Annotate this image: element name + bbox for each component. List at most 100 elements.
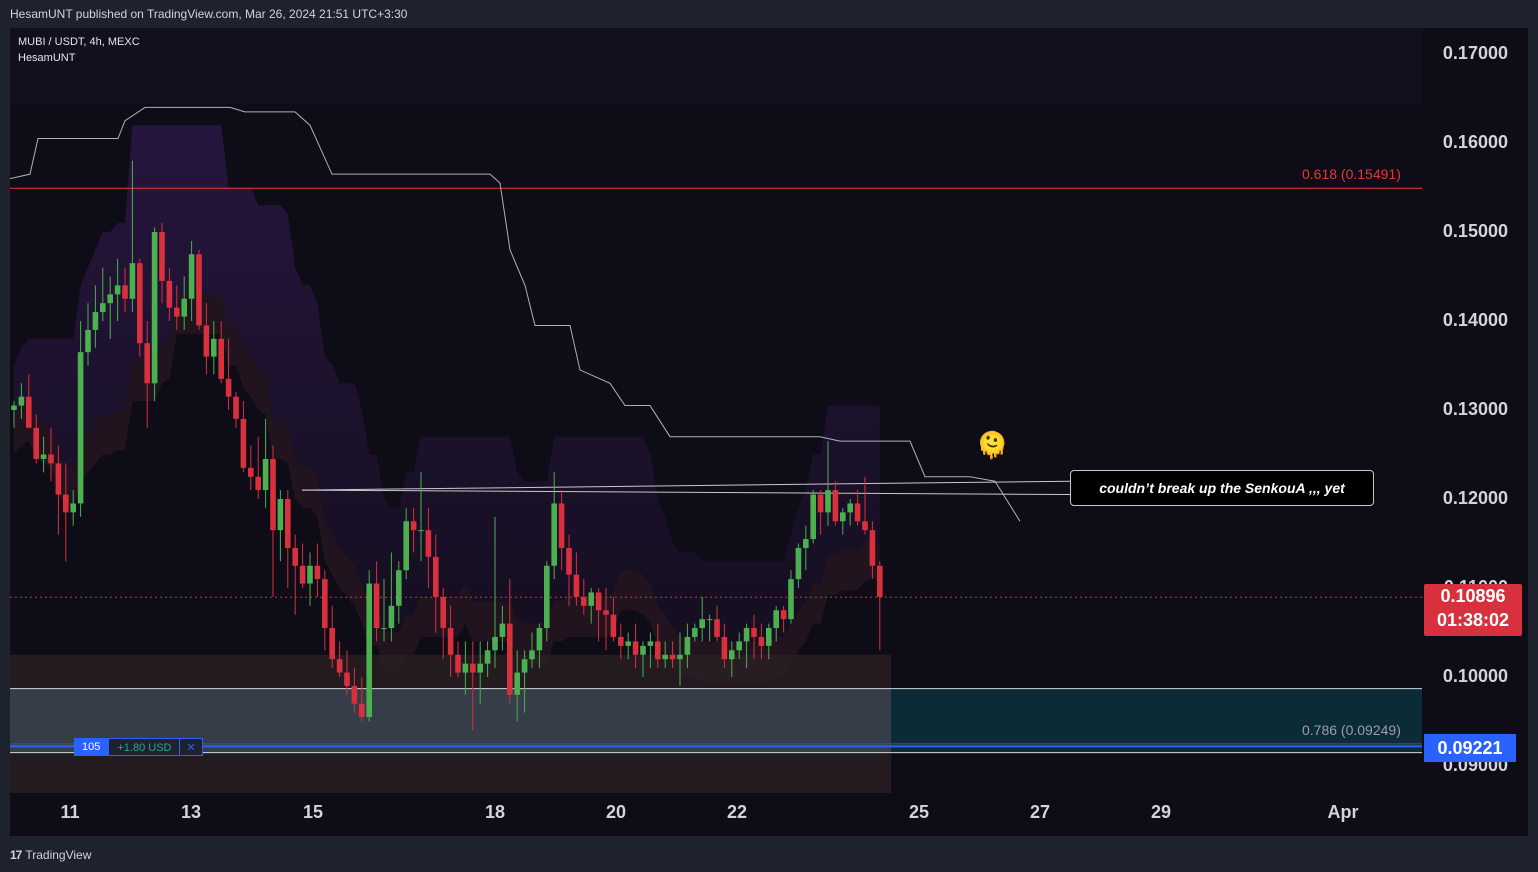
chart-pane[interactable]: MUBI / USDT, 4h, MEXC HesamUNT 0.17000 0.… [10,28,1528,836]
candle-body [677,654,683,660]
candle-body [11,405,17,410]
candle-body [48,454,54,464]
candle-body [100,303,106,313]
candle-body [854,503,861,522]
candle-body [470,663,476,673]
candle-body [203,325,210,357]
author-name: HesamUNT [18,52,76,64]
candle-body [410,521,417,531]
candle-body [255,476,261,491]
candle-body [366,583,372,718]
candle-body [114,285,121,295]
candle-body [151,232,158,384]
footer-bar: 17 TradingView [0,836,1538,872]
candle-body [847,503,853,513]
price-tick-label: 0.17000 [1442,43,1508,63]
candle-body [684,636,691,655]
candle-body [174,307,180,317]
fib-618-label: 0.618 (0.15491) [1302,166,1401,183]
senkou-note[interactable]: couldn’t break up the SenkouA ,,, yet [1070,470,1374,506]
candle-body [181,298,187,317]
candle-body [166,280,173,308]
candle-body [521,659,528,673]
candle-body [817,494,824,513]
last-price: 0.10896 [1440,586,1506,606]
candle-body [462,663,469,673]
position-line-tag[interactable]: 105 +1.80 USD ✕ [74,738,203,756]
candle-body [33,427,39,459]
candle-body [373,583,380,629]
candle-body [440,596,446,629]
candle-body [277,499,284,531]
price-tick-label: 0.13000 [1442,399,1508,419]
candle-body [336,659,343,673]
time-tick-label: 25 [908,802,930,822]
candle-body [529,650,535,660]
candle-body [381,628,387,630]
price-tick-label: 0.10000 [1442,666,1508,686]
candle-body [588,592,594,606]
price-tick-label: 0.14000 [1442,310,1508,330]
candle-body [433,556,439,597]
candle-body [729,650,735,660]
candle-body [795,547,802,580]
candle-body [447,628,454,655]
candle-body [329,628,335,660]
symbol-title: MUBI / USDT, 4h, MEXC [18,36,140,48]
candle-body [344,672,350,686]
candle-body [477,663,483,673]
time-tick-label: 18 [484,802,506,822]
candle-body [492,636,498,651]
candle-body [292,547,298,566]
candle-body [107,294,113,304]
candle-body [862,521,868,531]
candle-body [359,703,365,718]
candle-body [877,565,883,597]
position-price-badge: 0.09221 [1424,734,1516,762]
close-position-icon[interactable]: ✕ [180,738,203,756]
candle-body [536,628,543,651]
publisher-bar: HesamUNT published on TradingView.com, M… [0,0,1538,28]
candle-body [403,521,409,571]
candle-body [425,530,432,557]
candle-body [322,579,328,629]
candle-body [314,565,321,580]
candle-body [655,641,661,660]
candle-body [388,605,395,629]
fib-786-label: 0.786 (0.09249) [1302,721,1401,738]
candle-body [632,641,639,655]
candle-body [669,654,676,660]
candle-body [159,232,165,281]
candle-body [40,454,47,459]
price-tick-label: 0.15000 [1442,221,1508,241]
candle-body [788,579,794,620]
tradingview-brand[interactable]: 17 TradingView [10,848,91,862]
candle-body [514,672,520,695]
candle-body [595,592,602,611]
candle-body [780,610,787,620]
candle-body [218,338,224,379]
melting-face-emoji: 🫠 [976,430,1009,460]
candle-body [396,570,402,606]
candle-body [758,636,765,646]
candle-body [233,396,239,419]
time-tick-label: 11 [60,802,80,822]
candle-body [484,650,491,664]
candle-body [692,628,698,637]
candle-body [573,574,580,597]
candle-body [270,458,276,531]
symbol-legend: MUBI / USDT, 4h, MEXC HesamUNT [18,34,140,66]
candle-body [825,490,831,513]
candle-body [351,685,358,704]
candle-body [262,458,269,491]
time-tick-label: 15 [302,802,324,822]
candle-body [869,530,876,566]
bar-countdown: 01:38:02 [1436,610,1510,630]
candle-body [26,396,32,428]
tradingview-logo-icon: 17 [10,848,22,862]
annotation-line-lower [301,489,1071,496]
chart-canvas[interactable] [10,28,1528,836]
candle-body [418,530,424,532]
position-qty[interactable]: 105 [74,738,109,756]
candle-body [129,263,136,299]
